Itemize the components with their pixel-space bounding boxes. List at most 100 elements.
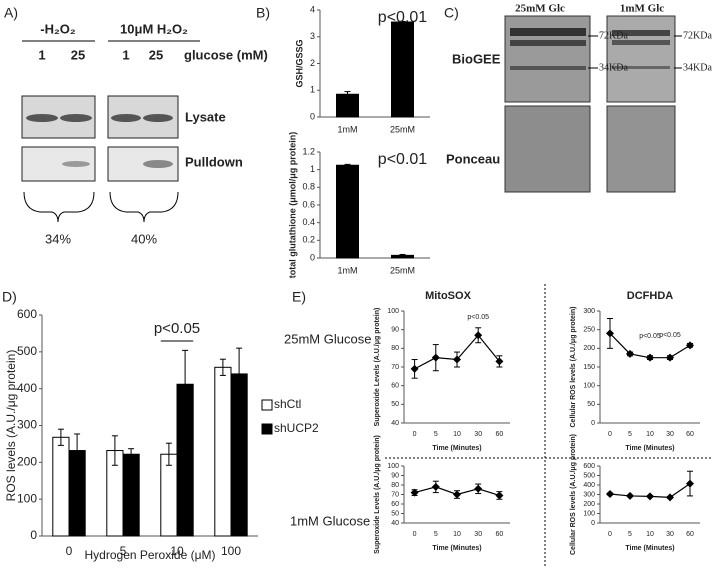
band [612, 40, 670, 45]
bar [122, 453, 140, 537]
panel-c: 25mM Glc 1mM Glc 72KDa 34KDa 72KDa 34KDa… [446, 3, 712, 193]
annotation: p<0.01 [378, 9, 427, 26]
y-tick-label: 1 [310, 85, 315, 95]
y-tick-label: 100 [583, 510, 595, 517]
panel-a: -H₂O₂ 10μM H₂O₂ 1 25 1 25 glucose (mM) L… [21, 21, 268, 246]
panel-label: B) [256, 5, 270, 21]
x-tick-label: 0 [608, 431, 612, 438]
x-tick-label: 0 [413, 431, 417, 438]
y-tick-label: 400 [583, 482, 595, 489]
marker [431, 353, 440, 362]
marker [453, 355, 461, 364]
panel-label: E) [292, 289, 306, 305]
panel-label: D) [2, 289, 17, 305]
bar [160, 453, 178, 537]
y-tick-label: 300 [583, 491, 595, 498]
bar [214, 366, 232, 537]
bar [336, 93, 359, 118]
x-tick-label: 10 [453, 531, 461, 538]
brace [23, 191, 95, 223]
percentage: 34% [45, 231, 71, 246]
x-tick-label: 25mM [390, 124, 415, 134]
y-tick-label: 50 [391, 401, 399, 408]
bar [52, 436, 70, 537]
y-tick-label: 60 [391, 383, 399, 390]
annotation: p<0.05 [639, 333, 661, 340]
condition: 10μM H₂O₂ [120, 21, 188, 36]
x-tick-label: 100 [221, 544, 241, 558]
annotation: p<0.05 [154, 320, 200, 337]
row-label: 25mM Glucose [284, 331, 371, 346]
y-tick-label: 1 [310, 164, 315, 174]
marker [626, 349, 634, 358]
band [510, 28, 586, 36]
x-tick-label: 60 [686, 431, 694, 438]
x-tick-label: 10 [646, 431, 654, 438]
legend-label: shUCP2 [274, 421, 319, 435]
panel-label: A) [4, 5, 18, 21]
marker [686, 341, 694, 350]
band [143, 160, 173, 168]
y-tick-label: 300 [583, 308, 595, 315]
marker [431, 482, 440, 491]
percentage: 40% [131, 231, 157, 246]
glucose-level: 1 [122, 47, 129, 62]
marker [666, 353, 674, 362]
marker [606, 490, 614, 499]
x-axis-label: Time (Minutes) [432, 445, 481, 452]
x-tick-label: 5 [434, 431, 438, 438]
y-axis-label: Superoxide Levels (A.U./μg protein) [374, 435, 381, 554]
y-tick-label: 0 [310, 252, 315, 262]
x-tick-label: 30 [474, 531, 482, 538]
y-tick-label: 200 [583, 501, 595, 508]
y-axis-label: ROS levels (A.U./μg protein) [4, 350, 18, 502]
y-tick-label: 60 [391, 501, 399, 508]
y-tick-label: 400 [17, 381, 37, 395]
x-axis-label: Time (Minutes) [625, 545, 674, 552]
blot [606, 15, 676, 103]
marker [410, 488, 419, 497]
row-label: Ponceau [446, 151, 500, 166]
y-tick-label: 80 [391, 482, 399, 489]
y-axis-label: Cellular ROS levels (A.U./μg protein) [570, 307, 577, 428]
x-tick-label: 1mM [338, 265, 358, 275]
y-tick-label: 100 [17, 491, 37, 505]
x-tick-label: 30 [666, 531, 674, 538]
marker [495, 357, 504, 366]
x-tick-label: 1mM [338, 124, 358, 134]
marker [686, 479, 694, 488]
row-label: 1mM Glucose [290, 513, 370, 528]
y-tick-label: 70 [391, 364, 399, 371]
band [612, 66, 670, 69]
band [26, 114, 58, 122]
glucose-level: 25 [149, 47, 163, 62]
marker [646, 492, 654, 501]
y-tick-label: 200 [583, 345, 595, 352]
y-tick-label: 0 [310, 111, 315, 121]
marker [474, 484, 483, 493]
marker [410, 364, 419, 373]
glucose-level: 1 [38, 47, 45, 62]
y-tick-label: 50 [391, 510, 399, 517]
y-tick-label: 0.4 [302, 217, 315, 227]
y-axis-label: Superoxide Levels (A.U./μg protein) [374, 308, 381, 427]
glucose-level: 25 [71, 47, 85, 62]
annotation: p<0.05 [467, 314, 489, 321]
marker [666, 493, 674, 502]
condition: -H₂O₂ [40, 21, 76, 36]
band [111, 114, 141, 122]
marker: 34KDa [599, 62, 628, 73]
legend-swatch [261, 423, 273, 435]
x-axis-label: Hydrogen Peroxide (μM) [85, 548, 216, 562]
x-tick-label: 60 [686, 531, 694, 538]
x-tick-label: 25mM [390, 265, 415, 275]
panel-label: C) [444, 5, 459, 21]
marker: 72KDa [599, 30, 628, 41]
x-tick-label: 0 [608, 531, 612, 538]
y-axis-label: total glutathione (μmol/μg protein) [287, 132, 297, 279]
y-tick-label: 0 [30, 528, 37, 542]
x-tick-label: 10 [646, 531, 654, 538]
y-tick-label: 250 [583, 327, 595, 334]
y-tick-label: 100 [583, 383, 595, 390]
